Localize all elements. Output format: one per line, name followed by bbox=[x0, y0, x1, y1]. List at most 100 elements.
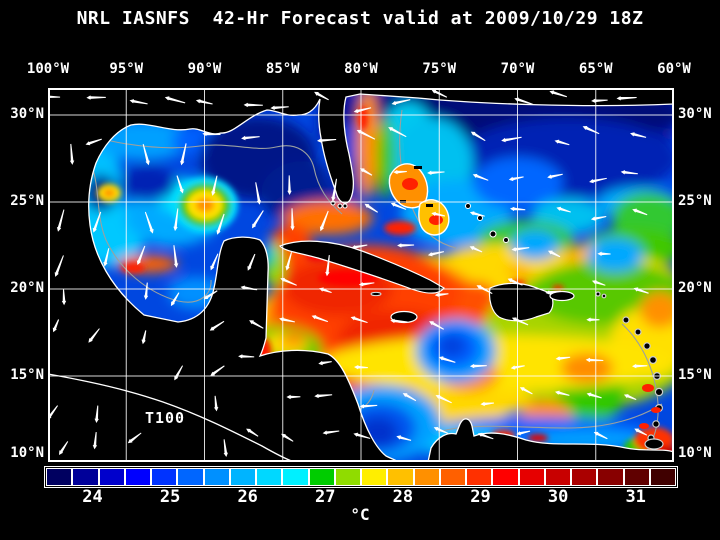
wind-vector-arrow bbox=[470, 131, 486, 142]
lon-tick-label: 60°W bbox=[657, 61, 691, 77]
wind-vector-arrow bbox=[549, 90, 567, 98]
wind-vector-arrow bbox=[285, 252, 292, 271]
colorbar-tick-label: 27 bbox=[315, 487, 336, 507]
wind-vector-arrow bbox=[516, 430, 531, 436]
lat-tick-label-right: 15°N bbox=[678, 367, 712, 383]
wind-vector-arrow bbox=[241, 135, 260, 141]
wind-vector-arrow bbox=[210, 365, 225, 376]
wind-vector-arrow bbox=[174, 365, 183, 381]
lon-tick-label: 70°W bbox=[500, 61, 535, 77]
colorbar bbox=[44, 466, 678, 488]
wind-vector-arrow bbox=[397, 243, 415, 248]
wind-vector-arrow bbox=[314, 393, 333, 399]
wind-vector-arrow bbox=[173, 208, 179, 232]
colorbar-segment bbox=[98, 468, 125, 486]
wind-vector-arrow bbox=[364, 203, 378, 213]
map-canvas bbox=[48, 88, 674, 462]
lat-tick-label-right: 20°N bbox=[678, 280, 712, 296]
wind-vector-arrow bbox=[243, 102, 263, 108]
wind-vector-arrow bbox=[170, 292, 180, 307]
colorbar-segment bbox=[597, 468, 624, 486]
wind-vector-arrow bbox=[358, 282, 375, 287]
lat-tick-label-left: 15°N bbox=[10, 367, 44, 383]
wind-vector-arrow bbox=[480, 401, 494, 407]
wind-vector-arrow bbox=[322, 430, 340, 435]
colorbar-segment bbox=[46, 468, 73, 486]
lat-tick-label-left: 30°N bbox=[10, 106, 44, 122]
wind-vector-arrow bbox=[280, 277, 297, 286]
wind-vector-arrow bbox=[92, 432, 98, 450]
wind-vector-arrow bbox=[214, 395, 219, 412]
wind-vector-arrow bbox=[393, 169, 407, 175]
colorbar-tick-label: 26 bbox=[237, 487, 258, 507]
wind-vector-arrow bbox=[202, 131, 221, 137]
wind-vector-arrow bbox=[279, 317, 295, 323]
wind-vector-arrow bbox=[469, 211, 485, 217]
wind-vector-arrow bbox=[209, 320, 225, 331]
colorbar-tick-label: 24 bbox=[82, 487, 103, 507]
colorbar-segment bbox=[203, 468, 230, 486]
colorbar-segment bbox=[413, 468, 440, 486]
wind-vector-arrow bbox=[388, 127, 407, 138]
wind-vector-arrow bbox=[545, 290, 561, 295]
wind-vector-arrow bbox=[555, 390, 570, 396]
lat-tick-label-left: 10°N bbox=[10, 445, 44, 461]
wind-vector-arrow bbox=[390, 318, 408, 324]
wind-vector-arrow bbox=[396, 435, 412, 441]
colorbar-segment bbox=[544, 468, 571, 486]
lon-tick-label: 100°W bbox=[26, 61, 70, 77]
wind-vector-arrow bbox=[210, 253, 219, 271]
wind-vector-arrow bbox=[511, 247, 530, 252]
wind-vector-arrow bbox=[556, 206, 571, 213]
wind-vector-arrow bbox=[591, 280, 606, 286]
wind-vector-arrow bbox=[351, 244, 368, 250]
wind-vector-arrow bbox=[356, 129, 376, 140]
lon-tick-label: 80°W bbox=[344, 61, 378, 77]
plot-title: NRL IASNFS 42-Hr Forecast valid at 2009/… bbox=[76, 8, 644, 29]
wind-vector-arrow bbox=[286, 394, 301, 400]
wind-vector-arrow bbox=[203, 290, 218, 300]
wind-vector-arrow bbox=[281, 433, 294, 442]
wind-vector-arrow bbox=[429, 321, 444, 330]
wind-vector-arrow bbox=[319, 210, 329, 232]
wind-vector-arrow bbox=[61, 289, 67, 306]
colorbar-segment bbox=[334, 468, 361, 486]
wind-vector-arrow bbox=[176, 175, 184, 194]
wind-vector-arrow bbox=[56, 209, 65, 232]
colorbar-segment bbox=[308, 468, 335, 486]
wind-vector-arrow bbox=[597, 251, 611, 256]
wind-vector-arrow bbox=[431, 89, 448, 98]
wind-vector-arrow bbox=[434, 292, 449, 297]
wind-vector-arrow bbox=[238, 354, 255, 359]
wind-vector-arrow bbox=[127, 432, 142, 444]
island-cayman bbox=[370, 291, 382, 297]
wind-vector-arrow bbox=[510, 365, 525, 370]
map-frame bbox=[48, 88, 674, 462]
south-america-landmass bbox=[427, 418, 674, 462]
wind-vector-arrow bbox=[472, 173, 489, 181]
island-jamaica bbox=[390, 310, 418, 324]
colorbar-unit: °C bbox=[350, 505, 370, 524]
graticule-grid bbox=[48, 88, 674, 462]
wind-vector-arrow bbox=[129, 99, 148, 105]
colorbar-segment bbox=[124, 468, 151, 486]
colorbar-tick-label: 30 bbox=[547, 487, 569, 507]
wind-vector-arrow bbox=[477, 432, 494, 440]
wind-vector-arrow bbox=[632, 208, 648, 216]
wind-vector-arrow bbox=[59, 441, 69, 455]
wind-vector-arrow bbox=[48, 95, 61, 98]
wind-vector-arrow bbox=[507, 278, 523, 286]
wind-vector-arrow bbox=[142, 143, 150, 166]
colorbar-segment bbox=[361, 468, 388, 486]
wind-vector-arrow bbox=[290, 208, 295, 231]
wind-vector-arrow bbox=[582, 126, 600, 135]
wind-vector-arrow bbox=[311, 315, 328, 323]
wind-vector-arrow bbox=[319, 287, 332, 293]
wind-vector-arrow bbox=[94, 405, 99, 423]
wind-vector-arrow bbox=[390, 202, 407, 210]
lat-tick-label-right: 30°N bbox=[678, 106, 712, 122]
map-area: T100 bbox=[48, 88, 674, 462]
florida-keys bbox=[330, 200, 348, 209]
wind-vector-arrow bbox=[555, 356, 571, 361]
